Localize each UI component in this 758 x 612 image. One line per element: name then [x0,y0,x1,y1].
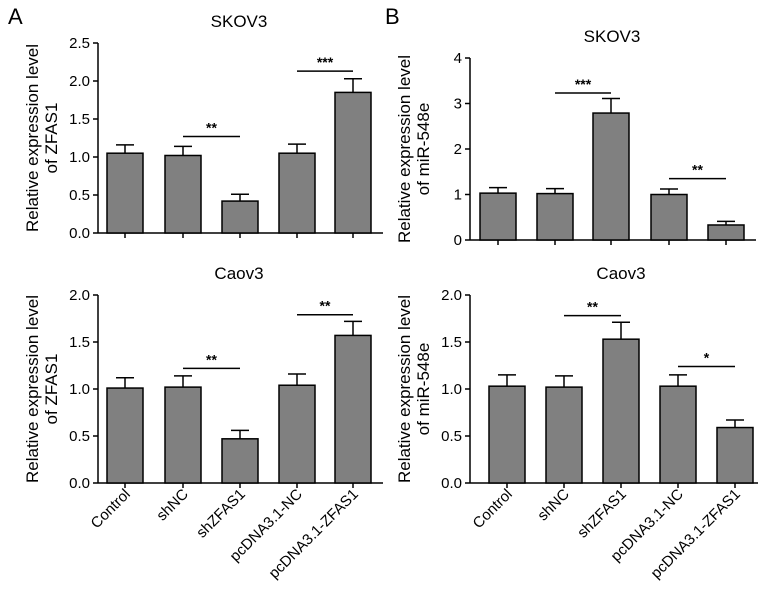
y-axis-label: of ZFAS1 [42,103,61,174]
y-tick-label: 3 [454,96,462,113]
chart-panel: Caov3 Relative expression level of miR-548… [395,264,758,582]
bar [221,438,259,484]
bar [602,338,640,484]
x-tick-label: shNC [153,486,192,525]
x-tick-label: shNC [534,486,573,525]
chart-title: Caov3 [596,264,645,283]
y-tick-label: 1.0 [69,381,90,398]
y-tick-label: 2.0 [69,287,90,304]
y-axis-label: of miR-548e [414,103,433,196]
x-tick-label: shZFAS1 [574,486,630,542]
bar [164,154,202,234]
y-tick-label: 2.0 [441,287,462,304]
y-tick-label: 2.5 [69,35,90,52]
bar [592,112,630,241]
y-axis-label: Relative expression level [395,55,414,243]
bar [221,200,259,234]
x-tick-label: Control [88,486,134,532]
bar [106,387,144,484]
y-tick-label: 1.0 [69,149,90,166]
y-axis-label: Relative expression level [395,295,414,483]
chart-title: SKOV3 [211,12,268,31]
chart-panel: Caov3 Relative expression level of ZFAS1 0.… [23,264,383,582]
bar [334,334,372,484]
y-tick-label: 2 [454,141,462,158]
y-tick-label: 1.0 [441,381,462,398]
y-tick-label: 0.5 [69,428,90,445]
chart-title: SKOV3 [584,27,641,46]
significance-label: ** [206,351,217,367]
y-tick-label: 1 [454,187,462,204]
significance-label: *** [575,76,592,92]
y-tick-label: 2.0 [69,73,90,90]
y-tick-label: 1.5 [69,334,90,351]
y-tick-label: 4 [454,50,462,67]
significance-label: ** [206,119,217,135]
bar [536,192,574,241]
y-tick-label: 1.5 [441,334,462,351]
bar [106,152,144,234]
bar [278,384,316,484]
x-tick-label: shZFAS1 [193,486,249,542]
chart-panel: SKOV3 Relative expression level of miR-548… [395,27,756,249]
y-axis-label: Relative expression level [23,44,42,232]
significance-label: ** [587,299,598,315]
x-tick-label: Control [470,486,516,532]
bar [164,386,202,484]
bar [488,385,526,484]
bar [650,193,688,241]
significance-label: *** [317,54,334,70]
panel-label-b: B [385,4,400,29]
bar [707,224,745,241]
bar [545,386,583,484]
y-axis-label: of ZFAS1 [42,354,61,425]
y-axis-label: Relative expression level [23,295,42,483]
y-tick-label: 0 [454,232,462,249]
y-tick-label: 0.5 [69,187,90,204]
chart-panel: SKOV3 Relative expression level of ZFAS1 0.… [23,12,383,242]
y-tick-label: 0.0 [441,475,462,492]
bar [659,385,697,484]
bar [716,426,754,484]
y-tick-label: 0.0 [69,475,90,492]
y-axis-label: of miR-548e [414,343,433,436]
y-tick-label: 0.0 [69,225,90,242]
y-tick-label: 0.5 [441,428,462,445]
panel-label-a: A [8,4,23,29]
significance-label: ** [320,298,331,314]
y-tick-label: 1.5 [69,111,90,128]
bar [334,91,372,234]
bar [479,192,517,241]
significance-label: ** [692,162,703,178]
chart-title: Caov3 [214,264,263,283]
bar [278,152,316,234]
significance-label: * [704,349,710,365]
